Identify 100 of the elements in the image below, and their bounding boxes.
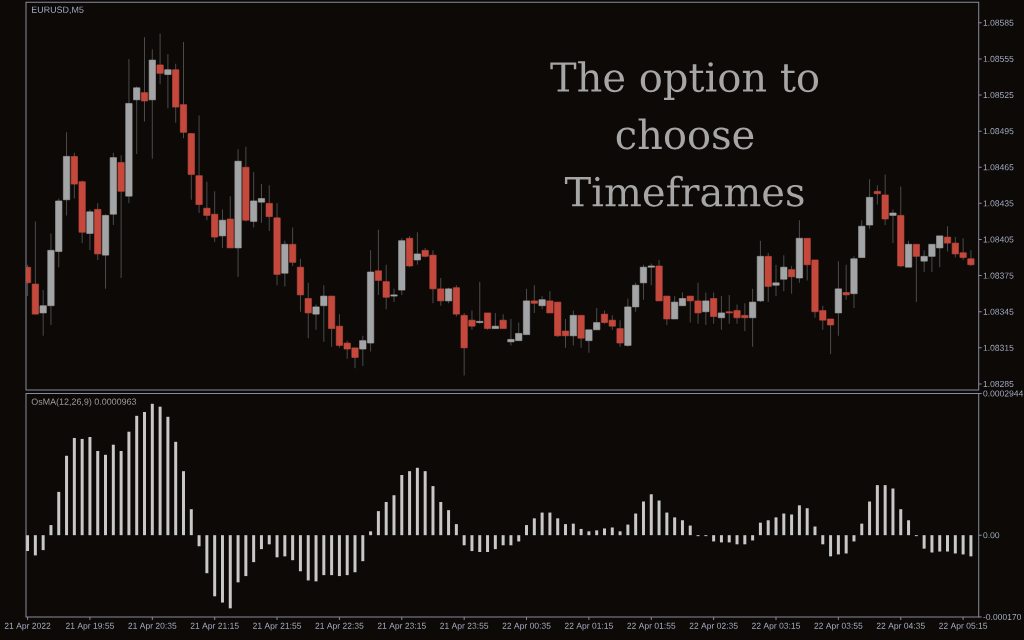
y-tick-label: 1.08375 [983,272,1014,279]
bar [361,535,365,562]
bar [727,535,731,543]
bar [314,535,318,582]
bar [166,416,170,536]
y-tick-label: 1.08465 [983,164,1014,171]
y-tick-label: 1.08555 [983,55,1014,62]
bar [969,535,973,557]
bar [111,444,115,536]
bar [252,535,256,563]
y-tick-label: 1.08285 [983,380,1014,387]
bar [384,501,388,536]
bar [564,524,568,536]
bar [408,471,412,536]
bar [587,531,591,536]
bar [244,535,248,577]
bar [813,526,817,536]
x-tick-label: 21 Apr 23:15 [377,622,426,631]
bar [641,501,645,536]
y-tick-label: 1.08495 [983,128,1014,135]
x-tick-label: 22 Apr 01:15 [564,622,613,631]
bar [532,518,536,536]
bar [829,535,833,557]
x-tick-label: 22 Apr 00:35 [502,622,551,631]
candlestick [538,295,546,310]
bar [774,517,778,536]
bar [150,403,154,536]
bar [634,513,638,536]
y-tick-label: 1.08405 [983,236,1014,243]
bar [49,525,53,536]
bar [96,450,100,536]
candlestick [382,264,390,310]
y-tick-label: 0.00 [983,532,1000,539]
bar [439,501,443,536]
bar [228,535,232,609]
candlestick [780,254,788,292]
bar [143,411,147,536]
bar [41,535,45,551]
bar [65,455,69,536]
bar [517,535,521,542]
x-tick-label: 21 Apr 21:15 [190,622,239,631]
candlestick [717,295,725,331]
candlestick [702,291,710,326]
bar [306,535,310,581]
bar [743,535,747,545]
bar [673,517,677,536]
bar [283,535,287,557]
bar [790,514,794,536]
bar [431,486,435,536]
bar [135,415,139,536]
candlestick [312,304,320,331]
bar [275,535,279,558]
candlestick [967,249,975,267]
bar [353,535,357,573]
bar [72,437,76,536]
bar [751,535,755,541]
candlestick [141,36,149,122]
bar [392,495,396,536]
bar [447,510,451,536]
candlestick [569,310,577,346]
bar [595,530,599,536]
bar [540,512,544,536]
bar [220,535,224,603]
bar [26,535,30,552]
candlestick [842,264,850,301]
bar [369,531,373,536]
bar [782,513,786,536]
candlestick [289,226,297,267]
candlestick [788,265,796,295]
bar [454,524,458,536]
bar [119,450,123,536]
bar [626,524,630,536]
candlestick [374,229,382,296]
x-tick-label: 21 Apr 21:55 [253,622,302,631]
y-tick-label: 0.0002944 [983,390,1024,397]
bar [657,500,661,536]
candlestick [390,288,398,303]
bar [80,438,84,536]
bar [946,535,950,552]
y-tick-label: 1.08435 [983,200,1014,207]
x-tick-label: 21 Apr 23:55 [440,622,489,631]
bar [197,535,201,547]
bar [797,505,801,536]
x-tick-label: 22 Apr 02:35 [689,622,738,631]
x-tick-label: 21 Apr 22:35 [315,622,364,631]
bar [548,512,552,536]
bar [860,523,864,536]
candlestick [905,240,913,268]
bar [712,535,716,542]
bar [57,491,61,536]
bar [938,535,942,552]
bar [345,535,349,576]
bar [291,535,295,561]
bar [852,535,856,542]
bar [174,441,178,536]
bar [462,535,466,546]
chart-title: EURUSD,M5 [32,6,84,14]
candlestick [304,282,312,339]
candlestick [577,314,585,349]
bar [602,528,606,536]
